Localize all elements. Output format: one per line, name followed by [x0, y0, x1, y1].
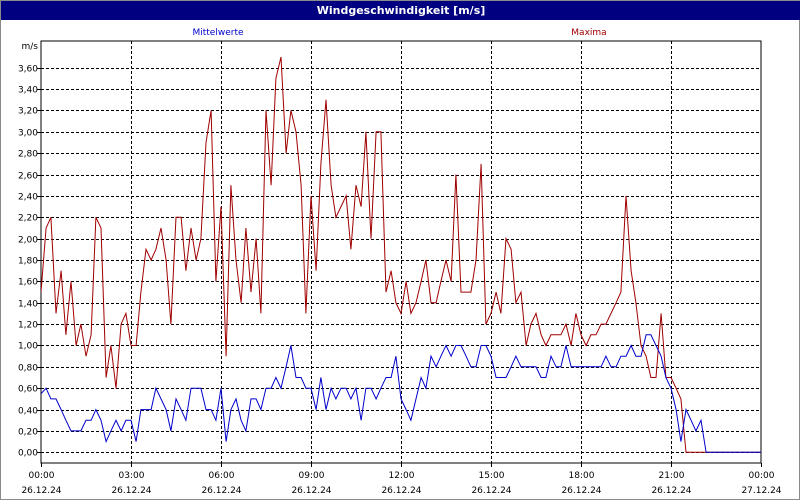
- x-tick-time-label: 03:00: [119, 471, 145, 481]
- y-tick-label: 2,80: [18, 150, 38, 160]
- y-tick-label: 2,40: [18, 193, 38, 203]
- x-tick-date-label: 26.12.24: [471, 486, 511, 496]
- x-tick-date-label: 26.12.24: [21, 486, 61, 496]
- legend-maxima: Maxima: [571, 28, 606, 38]
- x-tick-time-label: 00:00: [29, 471, 55, 481]
- y-tick-label: 2,60: [18, 172, 38, 182]
- y-tick-label: 1,00: [18, 342, 38, 352]
- y-tick-label: 0,20: [18, 428, 38, 438]
- series-layer: [41, 56, 761, 453]
- y-tick-label: 1,40: [18, 300, 38, 310]
- x-tick-date-label: 27.12.24: [741, 486, 781, 496]
- x-tick-date-label: 26.12.24: [561, 486, 601, 496]
- grid-layer: [40, 40, 762, 464]
- y-tick-label: 0,40: [18, 407, 38, 417]
- x-tick-time-label: 09:00: [299, 471, 325, 481]
- y-tick-label: 2,20: [18, 214, 38, 224]
- y-tick-label: 3,20: [18, 107, 38, 117]
- x-tick-time-label: 15:00: [479, 471, 505, 481]
- series-line-maxima: [41, 56, 761, 453]
- y-tick-label: 3,00: [18, 129, 38, 139]
- chart-title-bar: Windgeschwindigkeit [m/s]: [1, 1, 800, 20]
- x-tick-time-label: 06:00: [209, 471, 235, 481]
- x-tick-time-label: 18:00: [569, 471, 595, 481]
- x-tick-date-label: 26.12.24: [381, 486, 421, 496]
- y-tick-label: 0,60: [18, 385, 38, 395]
- x-tick-date-label: 26.12.24: [651, 486, 691, 496]
- x-tick-date-label: 26.12.24: [291, 486, 331, 496]
- x-tick-time-label: 12:00: [389, 471, 415, 481]
- y-tick-label: 1,80: [18, 257, 38, 267]
- x-tick-time-label: 21:00: [659, 471, 685, 481]
- x-tick-date-label: 26.12.24: [111, 486, 151, 496]
- x-tick-time-label: 00:00: [749, 471, 775, 481]
- x-tick-date-label: 26.12.24: [201, 486, 241, 496]
- legend-mittelwerte: Mittelwerte: [192, 28, 243, 38]
- y-tick-label: 2,00: [18, 236, 38, 246]
- label-layer: Mittelwerte Maxima: [192, 28, 606, 38]
- axis-layer: 0,00 0,20 0,40 0,60 0,80 1,00 1,20 1,40 1,60 1,80…: [18, 42, 782, 496]
- y-axis-label: m/s: [22, 42, 39, 52]
- y-tick-label: 0,00: [18, 449, 38, 459]
- series-line-mittelwerte: [41, 334, 761, 453]
- y-tick-label: 3,40: [18, 86, 38, 96]
- y-tick-label: 1,20: [18, 321, 38, 331]
- y-tick-label: 0,80: [18, 364, 38, 374]
- y-tick-label: 1,60: [18, 278, 38, 288]
- y-tick-label: 3,60: [18, 65, 38, 75]
